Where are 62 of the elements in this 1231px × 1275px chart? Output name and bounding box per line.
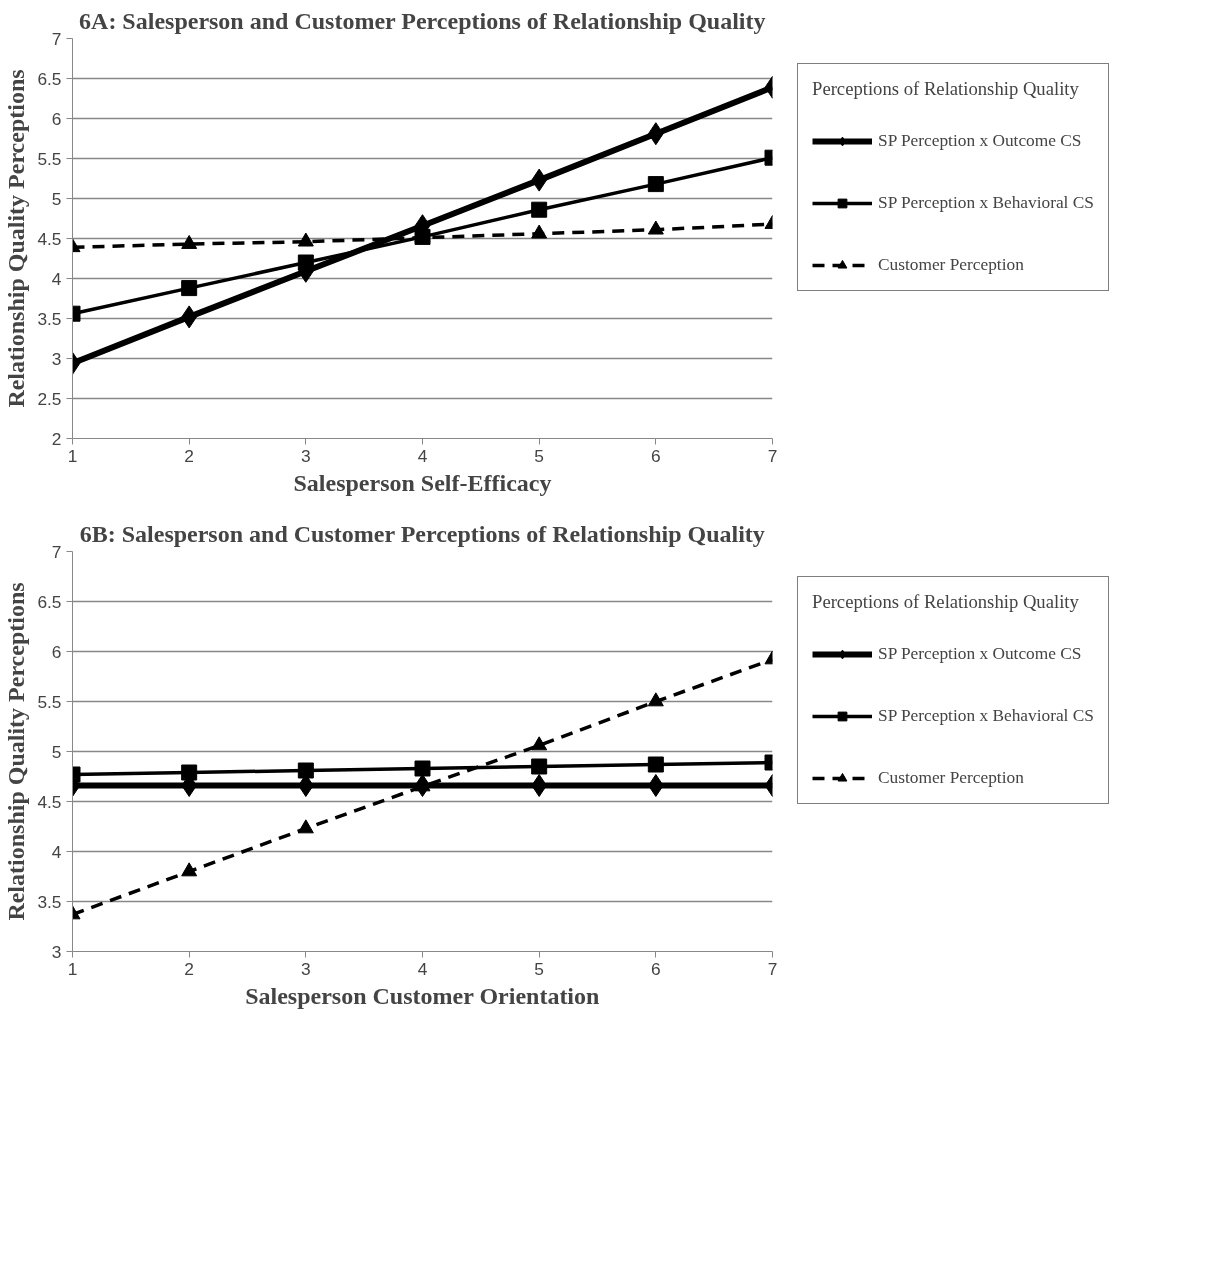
point: [647, 176, 664, 193]
y-tick-label: 5.5: [37, 148, 62, 169]
y-tick-label: 4: [51, 841, 62, 862]
y-axis-title: Relationship Quality Perceptions: [3, 69, 30, 408]
chart-title: 6B: Salesperson and Customer Perceptions of Relationship Quality: [79, 520, 765, 547]
y-tick-label: 4.5: [37, 228, 62, 249]
y-tick-label: 2.5: [37, 388, 62, 409]
x-tick-label: 4: [417, 958, 428, 979]
x-tick-label: 5: [534, 958, 544, 979]
x-tick-label: 7: [767, 958, 778, 979]
legend-label: SP Perception x Behavioral CS: [878, 193, 1094, 213]
x-tick-label: 3: [301, 445, 311, 466]
legend-title: Perceptions of Relationship Quality: [812, 591, 1080, 613]
chart-title: 6A: Salesperson and Customer Perceptions of Relationship Quality: [79, 7, 766, 34]
y-tick-label: 3.5: [37, 891, 62, 912]
y-tick-label: 7: [51, 28, 62, 49]
point: [531, 201, 548, 218]
y-tick-label: 6: [51, 108, 62, 129]
y-tick-label: 5.5: [37, 691, 62, 712]
x-tick-label: 6: [651, 445, 661, 466]
x-tick-label: 6: [651, 958, 661, 979]
x-tick-label: 3: [301, 958, 311, 979]
point: [297, 232, 314, 247]
legend-label: Customer Perception: [878, 768, 1024, 788]
point: [181, 862, 198, 877]
y-tick-label: 2: [51, 428, 62, 449]
y-tick-label: 3: [51, 941, 62, 962]
y-tick-label: 7: [51, 541, 62, 562]
legend-title: Perceptions of Relationship Quality: [812, 78, 1080, 100]
legend-label: SP Perception x Behavioral CS: [878, 706, 1094, 726]
y-tick-label: 3.5: [37, 308, 62, 329]
y-tick-label: 4.5: [37, 791, 62, 812]
x-axis-title: Salesperson Customer Orientation: [245, 982, 600, 1009]
x-tick-label: 1: [67, 958, 78, 979]
x-tick-label: 5: [534, 445, 544, 466]
legend-label: Customer Perception: [878, 255, 1024, 275]
y-axis-title: Relationship Quality Perceptions: [3, 582, 30, 921]
y-tick-label: 6.5: [37, 68, 62, 89]
y-tick-label: 5: [51, 188, 62, 209]
y-tick-label: 5: [51, 741, 62, 762]
point: [531, 758, 548, 775]
point: [297, 254, 314, 271]
legend-label: SP Perception x Outcome CS: [878, 131, 1082, 151]
y-tick-label: 6: [51, 641, 62, 662]
legend-label: SP Perception x Outcome CS: [878, 644, 1082, 664]
point: [297, 762, 314, 779]
point: [181, 764, 198, 781]
x-tick-label: 2: [184, 958, 194, 979]
x-axis-title: Salesperson Self-Efficacy: [293, 469, 552, 496]
point: [647, 220, 664, 235]
x-tick-label: 4: [417, 445, 428, 466]
point: [414, 760, 431, 777]
y-tick-label: 3: [51, 348, 62, 369]
point: [531, 224, 548, 239]
x-tick-label: 7: [767, 445, 778, 466]
x-tick-label: 1: [67, 445, 78, 466]
point: [647, 756, 664, 773]
x-tick-label: 2: [184, 445, 194, 466]
point: [181, 280, 198, 297]
point: [297, 819, 314, 834]
y-tick-label: 4: [51, 268, 62, 289]
y-tick-label: 6.5: [37, 591, 62, 612]
